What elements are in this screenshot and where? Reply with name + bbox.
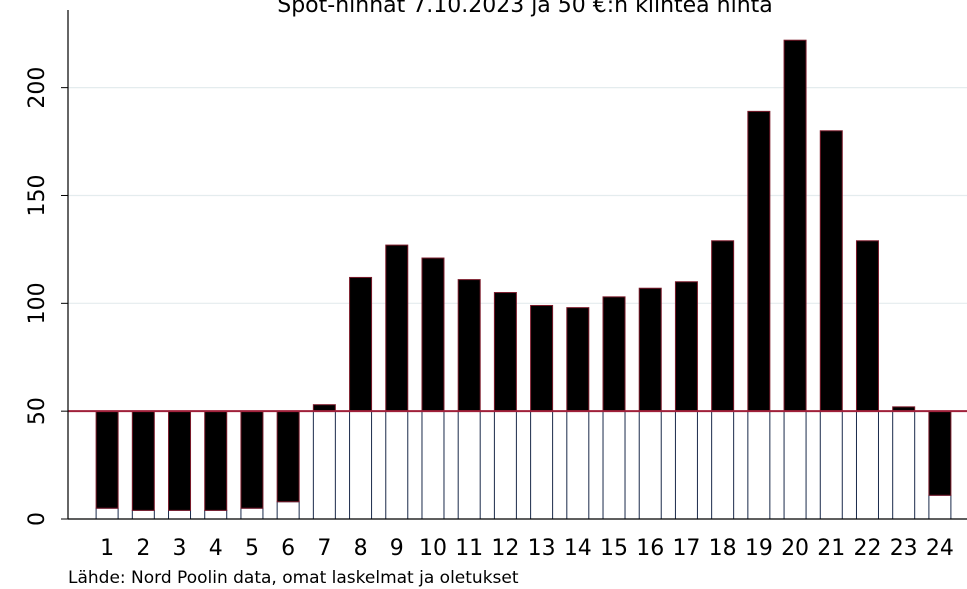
x-tick-label: 24	[926, 536, 954, 561]
bar-base	[711, 410, 735, 520]
x-tick-label: 8	[354, 536, 368, 561]
bar-base	[349, 410, 373, 520]
bar-base	[457, 410, 481, 520]
bar-difference	[168, 410, 192, 511]
x-tick-label: 11	[455, 536, 483, 561]
source-note: Lähde: Nord Poolin data, omat laskelmat …	[68, 568, 519, 588]
y-tick-label: 100	[25, 282, 50, 324]
bar-difference	[602, 296, 626, 412]
x-tick-label: 15	[600, 536, 628, 561]
bar-difference	[276, 410, 300, 503]
x-tick-label: 9	[390, 536, 404, 561]
bar-base	[928, 494, 952, 520]
bar-difference	[819, 130, 843, 412]
y-tick-label: 150	[25, 174, 50, 216]
bar-base	[819, 410, 843, 520]
y-tick-label: 50	[25, 397, 50, 425]
bar-difference	[711, 240, 735, 412]
x-tick-label: 1	[100, 536, 114, 561]
bar-difference	[855, 240, 879, 412]
bar-difference	[638, 287, 662, 412]
x-tick-label: 23	[890, 536, 918, 561]
bar-base	[566, 410, 590, 520]
bar-base	[493, 410, 517, 520]
bar-difference	[95, 410, 119, 509]
x-tick-label: 18	[709, 536, 737, 561]
x-tick-label: 7	[317, 536, 331, 561]
x-tick-label: 17	[672, 536, 700, 561]
bar-base	[312, 410, 336, 520]
x-tick-label: 19	[745, 536, 773, 561]
bar-base	[892, 410, 916, 520]
bar-base	[204, 509, 228, 520]
x-tick-label: 21	[817, 536, 845, 561]
bar-base	[602, 410, 626, 520]
bar-base	[530, 410, 554, 520]
bar-difference	[747, 110, 771, 412]
bar-base	[240, 507, 264, 520]
x-tick-label: 22	[853, 536, 881, 561]
bar-difference	[457, 279, 481, 412]
bar-difference	[566, 307, 590, 412]
x-tick-label: 10	[419, 536, 447, 561]
x-tick-label: 13	[528, 536, 556, 561]
x-tick-label: 12	[491, 536, 519, 561]
bar-base	[674, 410, 698, 520]
y-tick-label: 0	[25, 512, 50, 526]
bar-base	[421, 410, 445, 520]
x-tick-label: 20	[781, 536, 809, 561]
x-tick-label: 3	[173, 536, 187, 561]
y-tick-label: 200	[25, 67, 50, 109]
bar-difference	[674, 281, 698, 412]
x-tick-label: 14	[564, 536, 592, 561]
bar-difference	[928, 410, 952, 496]
bar-difference	[240, 410, 264, 509]
bar-base	[783, 410, 807, 520]
bar-difference	[421, 257, 445, 412]
x-tick-label: 16	[636, 536, 664, 561]
bar-difference	[131, 410, 155, 511]
x-tick-label: 4	[209, 536, 223, 561]
bar-base	[95, 507, 119, 520]
bar-base	[276, 501, 300, 520]
bar-difference	[349, 276, 373, 412]
bar-difference	[530, 304, 554, 412]
bar-base	[638, 410, 662, 520]
bar-difference	[783, 39, 807, 412]
x-tick-label: 2	[136, 536, 150, 561]
x-tick-label: 5	[245, 536, 259, 561]
bar-base	[385, 410, 409, 520]
bar-base	[855, 410, 879, 520]
chart-title: Spot-hinnat 7.10.2023 ja 50 €:n kiinteä …	[277, 0, 773, 18]
bar-base	[747, 410, 771, 520]
bar-base	[168, 509, 192, 520]
bar-base	[131, 509, 155, 520]
bar-difference	[385, 244, 409, 412]
bar-difference	[204, 410, 228, 511]
x-tick-label: 6	[281, 536, 295, 561]
bar-difference	[493, 292, 517, 412]
